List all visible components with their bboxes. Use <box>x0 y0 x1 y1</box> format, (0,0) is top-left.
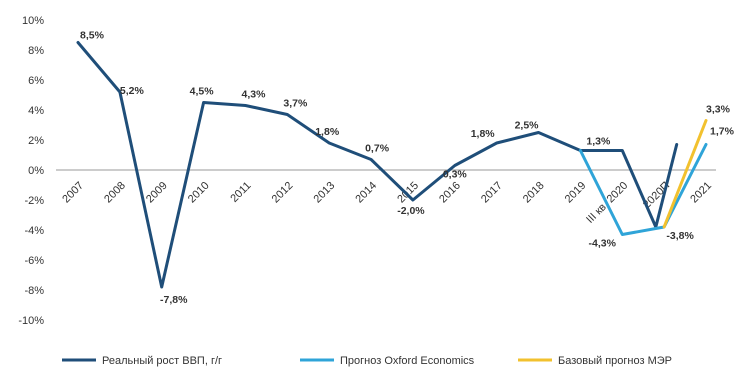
x-tick-label: 2012 <box>270 180 296 206</box>
legend-label-2: Базовый прогноз МЭР <box>558 355 672 367</box>
x-tick-label: 2018 <box>521 180 547 206</box>
data-label: 2,5% <box>515 120 540 132</box>
data-label: 1,8% <box>315 126 340 138</box>
y-tick-label: -4% <box>24 225 44 237</box>
y-tick-label: -6% <box>24 255 44 267</box>
x-tick-label: 2016 <box>437 180 463 206</box>
data-label: 3,7% <box>283 98 308 110</box>
y-axis-ticks: 10% 8% 6% 4% 2% 0% -2% -4% -6% -8% -10% <box>18 15 44 327</box>
data-label: 8,5% <box>80 30 105 42</box>
series-lines <box>76 41 708 289</box>
data-label: 1,8% <box>471 128 496 140</box>
data-label: 4,5% <box>190 86 215 98</box>
y-tick-label: -10% <box>18 315 44 327</box>
x-tick-label: 2017 <box>479 180 505 206</box>
y-tick-label: 6% <box>28 75 44 87</box>
x-tick-label: 2008 <box>102 180 128 206</box>
x-tick-label: 2021 <box>688 180 714 206</box>
y-tick-label: 0% <box>28 165 44 177</box>
x-tick-label: 2007 <box>60 180 86 206</box>
y-tick-label: 8% <box>28 45 44 57</box>
data-label: 0,7% <box>365 143 390 155</box>
series-line-1 <box>578 143 708 236</box>
x-tick-label: 2015 <box>395 180 421 206</box>
data-label: 1,3% <box>586 136 611 148</box>
x-tick-label: 2011 <box>228 180 253 205</box>
y-tick-label: -8% <box>24 285 44 297</box>
x-tick-label: 2014 <box>353 180 379 206</box>
data-labels: 8,5% 5,2% -7,8% 4,5% 4,3% 3,7% 1,8% 0,7% -2,0% 0,… <box>80 30 735 307</box>
data-label: 3,3% <box>706 104 731 116</box>
y-tick-label: 4% <box>28 105 44 117</box>
x-tick-label: 2009 <box>144 180 170 206</box>
x-tick-label: 2013 <box>312 180 338 206</box>
data-label: 1,7% <box>710 126 735 138</box>
data-label: -4,3% <box>589 238 617 250</box>
data-label: 0,3% <box>443 169 468 181</box>
x-tick-label: 2010 <box>186 180 212 206</box>
legend: Реальный рост ВВП, г/г Прогноз Oxford Eco… <box>62 355 672 367</box>
series-line-2 <box>662 119 708 229</box>
data-label: 4,3% <box>241 89 266 101</box>
data-label: -7,8% <box>160 294 188 306</box>
data-label: 5,2% <box>120 85 145 97</box>
x-tick-label: 2019 <box>563 180 589 206</box>
y-tick-label: -2% <box>24 195 44 207</box>
data-label: -2,0% <box>397 205 425 217</box>
legend-label-1: Прогноз Oxford Economics <box>340 355 475 367</box>
data-label: -3,8% <box>666 230 694 242</box>
series-line-0 <box>76 41 679 289</box>
legend-label-0: Реальный рост ВВП, г/г <box>102 355 222 367</box>
y-tick-label: 10% <box>22 15 44 27</box>
y-tick-label: 2% <box>28 135 44 147</box>
